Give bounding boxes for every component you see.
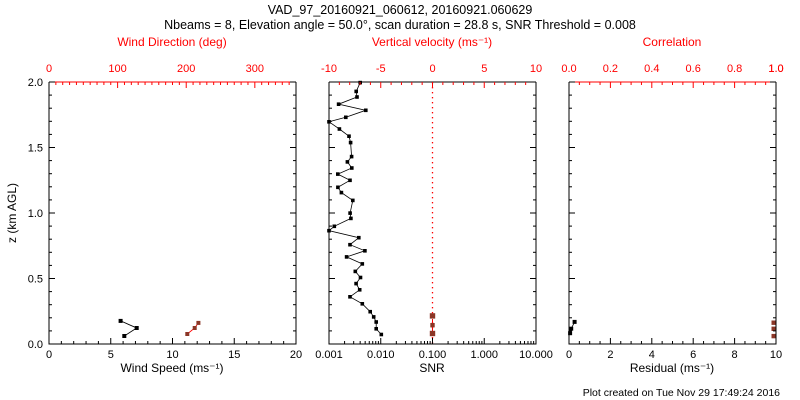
svg-text:100: 100 (108, 63, 126, 75)
svg-text:300: 300 (246, 63, 264, 75)
svg-text:5: 5 (481, 63, 487, 75)
svg-text:Nbeams = 8, Elevation angle =: Nbeams = 8, Elevation angle = 50.0°, sca… (164, 18, 636, 32)
svg-text:Residual (ms⁻¹): Residual (ms⁻¹) (630, 361, 714, 375)
svg-text:SNR: SNR (419, 361, 445, 375)
svg-text:2.0: 2.0 (28, 77, 43, 89)
svg-text:0: 0 (429, 63, 435, 75)
svg-text:-10: -10 (321, 63, 337, 75)
svg-text:0.001: 0.001 (315, 349, 343, 361)
svg-text:1.0: 1.0 (768, 63, 783, 75)
svg-text:5: 5 (108, 349, 114, 361)
svg-text:10: 10 (530, 63, 542, 75)
svg-text:-5: -5 (376, 63, 386, 75)
svg-text:8: 8 (732, 349, 738, 361)
svg-text:1.0: 1.0 (28, 208, 43, 220)
svg-text:Wind Speed (ms⁻¹): Wind Speed (ms⁻¹) (120, 361, 223, 375)
svg-text:1.000: 1.000 (470, 349, 498, 361)
svg-text:VAD_97_20160921_060612, 20160: VAD_97_20160921_060612, 20160921.060629 (268, 3, 533, 17)
svg-text:15: 15 (228, 349, 240, 361)
svg-text:1.5: 1.5 (28, 143, 43, 155)
svg-text:20: 20 (290, 349, 302, 361)
svg-text:0.5: 0.5 (28, 274, 43, 286)
svg-text:0.100: 0.100 (419, 349, 447, 361)
svg-text:200: 200 (177, 63, 195, 75)
svg-text:0.2: 0.2 (603, 63, 618, 75)
svg-text:Correlation: Correlation (643, 35, 702, 49)
svg-text:10.000: 10.000 (519, 349, 553, 361)
svg-text:10: 10 (770, 349, 782, 361)
svg-text:0.010: 0.010 (367, 349, 395, 361)
svg-text:z (km AGL): z (km AGL) (5, 183, 19, 243)
svg-text:0: 0 (566, 349, 572, 361)
svg-text:2: 2 (607, 349, 613, 361)
svg-text:0.0: 0.0 (561, 63, 576, 75)
svg-text:4: 4 (649, 349, 655, 361)
svg-text:6: 6 (690, 349, 696, 361)
svg-text:Plot created on Tue Nov 29 17:: Plot created on Tue Nov 29 17:49:24 2016 (583, 387, 780, 399)
svg-text:Wind Direction (deg): Wind Direction (deg) (117, 35, 226, 49)
svg-text:0.4: 0.4 (644, 63, 659, 75)
svg-text:10: 10 (166, 349, 178, 361)
svg-text:0.8: 0.8 (727, 63, 742, 75)
svg-text:0.6: 0.6 (686, 63, 701, 75)
svg-text:0: 0 (46, 349, 52, 361)
svg-text:0.0: 0.0 (28, 339, 43, 351)
svg-text:0: 0 (46, 63, 52, 75)
svg-text:Vertical velocity (ms⁻¹): Vertical velocity (ms⁻¹) (372, 35, 492, 49)
